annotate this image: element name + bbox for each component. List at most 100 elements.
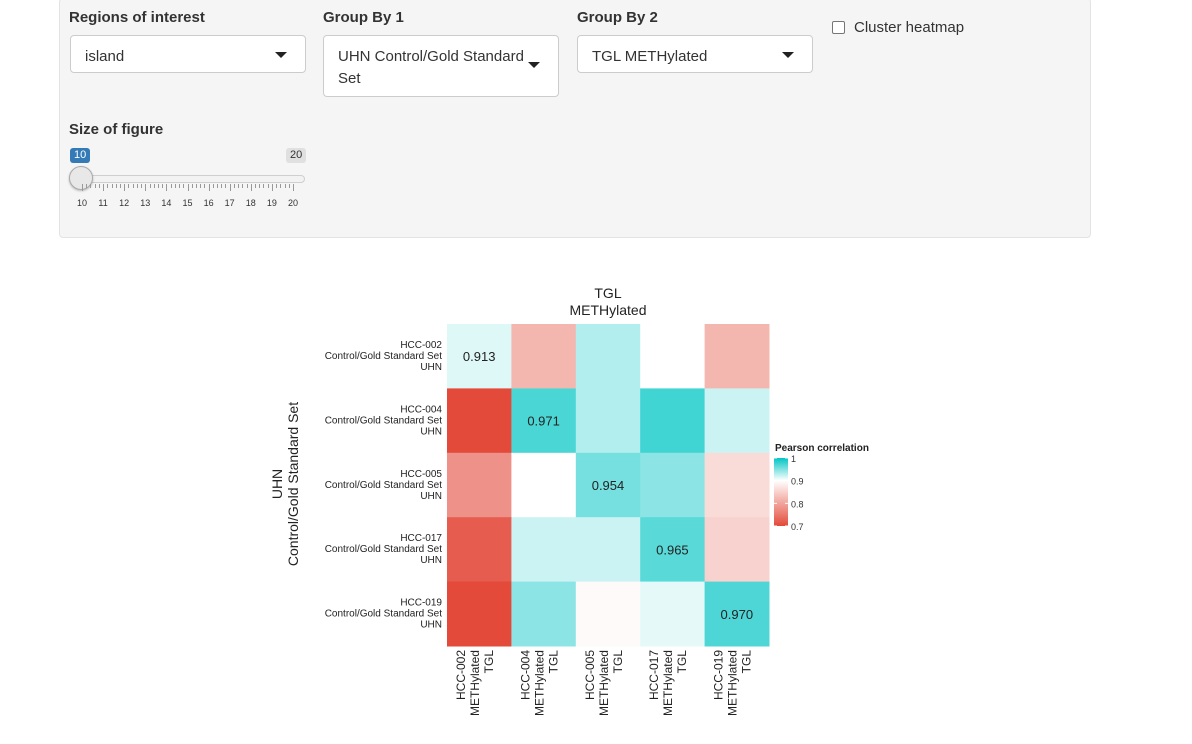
slider-minor-tick <box>192 184 193 188</box>
heatmap-cell <box>640 388 705 453</box>
slider-minor-tick <box>128 184 129 188</box>
slider-minor-tick <box>183 184 184 188</box>
row-label: HCC-002 <box>400 340 442 351</box>
slider-tick-label: 10 <box>72 198 92 208</box>
slider-minor-tick <box>196 184 197 188</box>
slider-minor-tick <box>217 184 218 188</box>
chart-title: METHylated <box>569 302 646 318</box>
slider-minor-tick <box>276 184 277 188</box>
cluster-heatmap-label[interactable]: Cluster heatmap <box>854 19 964 36</box>
slider-tick <box>272 184 273 191</box>
slider-handle[interactable] <box>69 166 93 190</box>
slider-minor-tick <box>213 184 214 188</box>
group2-select[interactable]: TGL METHylated <box>577 35 813 73</box>
heatmap-cell <box>640 582 705 647</box>
regions-select[interactable]: island <box>70 35 306 73</box>
column-label: METHylated <box>661 650 675 716</box>
slider-minor-tick <box>116 184 117 188</box>
y-axis-title: Control/Gold Standard Set <box>285 402 301 566</box>
slider-minor-tick <box>158 184 159 188</box>
row-label: HCC-004 <box>400 404 442 415</box>
slider-minor-tick <box>255 184 256 188</box>
column-label: TGL <box>611 650 625 674</box>
slider-tick-label: 17 <box>220 198 240 208</box>
row-label: HCC-005 <box>400 469 442 480</box>
slider-minor-tick <box>289 184 290 188</box>
heatmap-cell <box>576 582 641 647</box>
slider-minor-tick <box>171 184 172 188</box>
heatmap-cell <box>576 453 641 518</box>
column-label: HCC-002 <box>454 650 468 700</box>
heatmap-cell <box>640 324 705 389</box>
chevron-down-icon <box>528 62 540 68</box>
column-label: HCC-017 <box>647 650 661 700</box>
heatmap-cell-label: 0.913 <box>463 349 496 364</box>
chevron-down-icon <box>782 52 794 58</box>
column-label: HCC-004 <box>518 650 532 700</box>
group1-select[interactable]: UHN Control/Gold Standard Set <box>323 35 559 97</box>
slider-track[interactable] <box>76 175 305 183</box>
slider-tick-label: 14 <box>156 198 176 208</box>
heatmap-cell <box>640 517 705 582</box>
regions-select-value: island <box>85 46 275 68</box>
slider-minor-tick <box>247 184 248 188</box>
regions-label: Regions of interest <box>69 9 205 26</box>
column-label: METHylated <box>468 650 482 716</box>
heatmap-cell <box>576 388 641 453</box>
slider-minor-tick <box>112 184 113 188</box>
slider-tick-label: 12 <box>114 198 134 208</box>
heatmap-cell <box>447 582 512 647</box>
slider-minor-tick <box>90 184 91 188</box>
slider-minor-tick <box>259 184 260 188</box>
slider-max-badge: 20 <box>286 148 306 163</box>
slider-minor-tick <box>95 184 96 188</box>
slider-tick-label: 11 <box>93 198 113 208</box>
slider-minor-tick <box>99 184 100 188</box>
group2-label: Group By 2 <box>577 9 658 26</box>
group2-select-value: TGL METHylated <box>592 46 782 68</box>
row-label: UHN <box>420 362 442 373</box>
chart-title: TGL <box>594 285 621 301</box>
slider-minor-tick <box>120 184 121 188</box>
slider-tick <box>103 184 104 191</box>
slider-tick-label: 13 <box>135 198 155 208</box>
slider-tick <box>82 184 83 191</box>
slider-minor-tick <box>285 184 286 188</box>
slider-minor-tick <box>137 184 138 188</box>
heatmap-cell <box>511 324 576 389</box>
column-label: METHylated <box>532 650 546 716</box>
group1-label: Group By 1 <box>323 9 404 26</box>
row-label: UHN <box>420 620 442 631</box>
row-label: Control/Gold Standard Set <box>325 609 443 620</box>
slider-minor-tick <box>221 184 222 188</box>
heatmap-cell <box>705 517 770 582</box>
group1-select-value: UHN Control/Gold Standard Set <box>338 46 528 90</box>
legend-tick-label: 0.7 <box>791 522 804 532</box>
heatmap-cell <box>705 453 770 518</box>
column-label: HCC-005 <box>583 650 597 700</box>
slider-tick <box>188 184 189 191</box>
slider-minor-tick <box>162 184 163 188</box>
heatmap-cell <box>447 453 512 518</box>
slider-minor-tick <box>133 184 134 188</box>
column-label: TGL <box>482 650 496 674</box>
row-label: Control/Gold Standard Set <box>325 544 443 555</box>
column-label: TGL <box>546 650 560 674</box>
heatmap-cell <box>447 517 512 582</box>
slider-minor-tick <box>179 184 180 188</box>
slider-minor-tick <box>280 184 281 188</box>
slider-minor-tick <box>234 184 235 188</box>
slider-tick-label: 15 <box>178 198 198 208</box>
row-label: UHN <box>420 491 442 502</box>
column-label: METHylated <box>726 650 740 716</box>
slider-minor-tick <box>263 184 264 188</box>
heatmap-cell <box>447 324 512 389</box>
slider-tick <box>251 184 252 191</box>
row-label: Control/Gold Standard Set <box>325 480 443 491</box>
slider-minor-tick <box>204 184 205 188</box>
heatmap-cell-label: 0.971 <box>527 414 560 429</box>
column-label: TGL <box>675 650 689 674</box>
cluster-heatmap-checkbox[interactable] <box>832 21 845 34</box>
row-label: UHN <box>420 555 442 566</box>
legend-title: Pearson correlation <box>775 443 869 454</box>
